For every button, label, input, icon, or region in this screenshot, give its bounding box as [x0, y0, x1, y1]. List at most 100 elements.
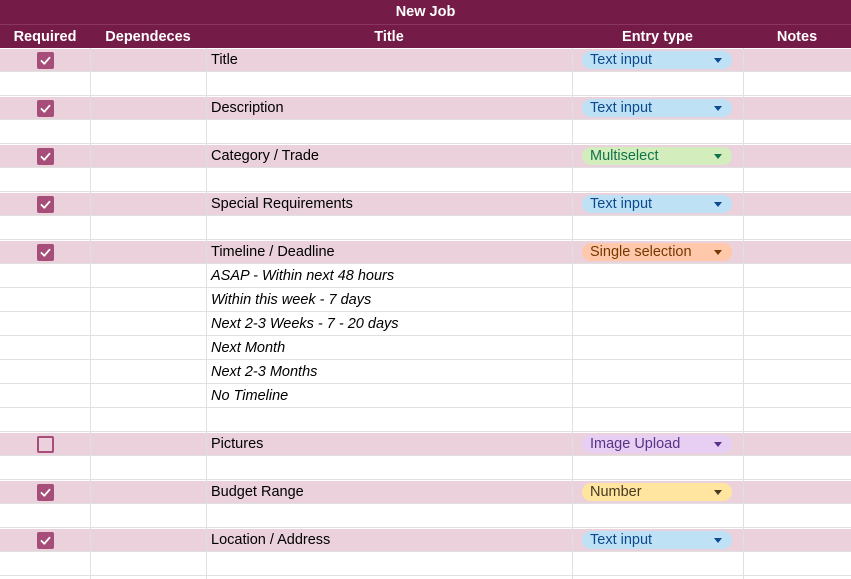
timeline-option[interactable]: Next 2-3 Months — [211, 364, 318, 380]
dropdown-arrow-icon — [714, 441, 722, 447]
required-cell — [0, 193, 90, 215]
entry-type-cell: Text input — [582, 49, 734, 71]
entry-type-dropdown[interactable]: Text input — [582, 99, 732, 117]
field-row: Location / Address Text input — [0, 529, 851, 552]
option-row: Within this week - 7 days — [0, 289, 851, 312]
field-title[interactable]: Budget Range — [211, 484, 304, 500]
field-row: Budget Range Number — [0, 481, 851, 504]
required-cell — [0, 97, 90, 119]
entry-type-label: Text input — [590, 532, 653, 548]
entry-type-dropdown[interactable]: Single selection — [582, 243, 732, 261]
header-required: Required — [13, 28, 77, 45]
checkmark-icon — [40, 200, 50, 209]
field-row: Timeline / Deadline Single selection — [0, 241, 851, 264]
checkmark-icon — [40, 248, 50, 257]
header-dependences: Dependeces — [105, 28, 191, 45]
checkmark-icon — [40, 152, 50, 161]
column-divider — [206, 48, 207, 579]
dropdown-arrow-icon — [714, 489, 722, 495]
entry-type-cell: Multiselect — [582, 145, 734, 167]
sheet-banner-title: New Job — [0, 0, 851, 25]
option-row: Next 2-3 Months — [0, 361, 851, 384]
field-title[interactable]: Description — [211, 100, 284, 116]
entry-type-cell: Image Upload — [582, 433, 734, 455]
field-title[interactable]: Timeline / Deadline — [211, 244, 335, 260]
entry-type-label: Single selection — [590, 244, 692, 260]
entry-type-dropdown[interactable]: Text input — [582, 195, 732, 213]
entry-type-dropdown[interactable]: Number — [582, 483, 732, 501]
checkmark-icon — [40, 488, 50, 497]
blank-row — [0, 73, 851, 96]
blank-row — [0, 169, 851, 192]
required-cell — [0, 481, 90, 503]
entry-type-cell: Number — [582, 481, 734, 503]
required-checkbox[interactable] — [36, 99, 54, 117]
entry-type-dropdown[interactable]: Multiselect — [582, 147, 732, 165]
blank-row — [0, 121, 851, 144]
blank-row — [0, 217, 851, 240]
field-row: Special Requirements Text input — [0, 193, 851, 216]
entry-type-cell: Text input — [582, 529, 734, 551]
entry-type-label: Image Upload — [590, 436, 681, 452]
entry-type-label: Multiselect — [590, 148, 659, 164]
required-checkbox[interactable] — [36, 483, 54, 501]
required-checkbox[interactable] — [36, 243, 54, 261]
column-divider — [572, 48, 573, 579]
entry-type-dropdown[interactable]: Text input — [582, 531, 732, 549]
required-cell — [0, 241, 90, 263]
dropdown-arrow-icon — [714, 57, 722, 63]
entry-type-dropdown[interactable]: Text input — [582, 51, 732, 69]
entry-type-cell: Text input — [582, 193, 734, 215]
required-checkbox[interactable] — [36, 147, 54, 165]
entry-type-cell: Single selection — [582, 241, 734, 263]
timeline-option[interactable]: Within this week - 7 days — [211, 292, 372, 308]
entry-type-dropdown[interactable]: Image Upload — [582, 435, 732, 453]
blank-row — [0, 409, 851, 432]
column-header-row: Required Dependeces Title Entry type Not… — [0, 25, 851, 48]
option-row: No Timeline — [0, 385, 851, 408]
dropdown-arrow-icon — [714, 537, 722, 543]
required-checkbox[interactable] — [36, 531, 54, 549]
checkmark-icon — [40, 536, 50, 545]
option-row: Next 2-3 Weeks - 7 - 20 days — [0, 313, 851, 336]
timeline-option[interactable]: Next Month — [211, 340, 286, 356]
field-title[interactable]: Special Requirements — [211, 196, 353, 212]
header-title: Title — [374, 28, 404, 45]
entry-type-cell: Text input — [582, 97, 734, 119]
column-divider — [743, 48, 744, 579]
timeline-option[interactable]: ASAP - Within next 48 hours — [211, 268, 395, 284]
field-row: Title Text input — [0, 49, 851, 72]
required-checkbox[interactable] — [36, 435, 54, 453]
required-cell — [0, 529, 90, 551]
field-title[interactable]: Pictures — [211, 436, 264, 452]
required-checkbox[interactable] — [36, 195, 54, 213]
field-row: Description Text input — [0, 97, 851, 120]
checkmark-icon — [40, 104, 50, 113]
column-divider — [90, 48, 91, 579]
blank-row — [0, 505, 851, 528]
field-title[interactable]: Category / Trade — [211, 148, 319, 164]
blank-row — [0, 457, 851, 480]
timeline-option[interactable]: Next 2-3 Weeks - 7 - 20 days — [211, 316, 399, 332]
option-row: ASAP - Within next 48 hours — [0, 265, 851, 288]
entry-type-label: Text input — [590, 196, 653, 212]
dropdown-arrow-icon — [714, 249, 722, 255]
required-cell — [0, 49, 90, 71]
field-row: Category / Trade Multiselect — [0, 145, 851, 168]
field-title[interactable]: Location / Address — [211, 532, 331, 548]
checkmark-icon — [40, 56, 50, 65]
header-entry-type: Entry type — [622, 28, 693, 45]
dropdown-arrow-icon — [714, 105, 722, 111]
dropdown-arrow-icon — [714, 153, 722, 159]
dropdown-arrow-icon — [714, 201, 722, 207]
required-checkbox[interactable] — [36, 51, 54, 69]
blank-row — [0, 553, 851, 576]
timeline-option[interactable]: No Timeline — [211, 388, 289, 404]
field-row: Pictures Image Upload — [0, 433, 851, 456]
required-cell — [0, 433, 90, 455]
required-cell — [0, 145, 90, 167]
entry-type-label: Text input — [590, 100, 653, 116]
field-title[interactable]: Title — [211, 52, 238, 68]
header-notes: Notes — [776, 28, 818, 45]
